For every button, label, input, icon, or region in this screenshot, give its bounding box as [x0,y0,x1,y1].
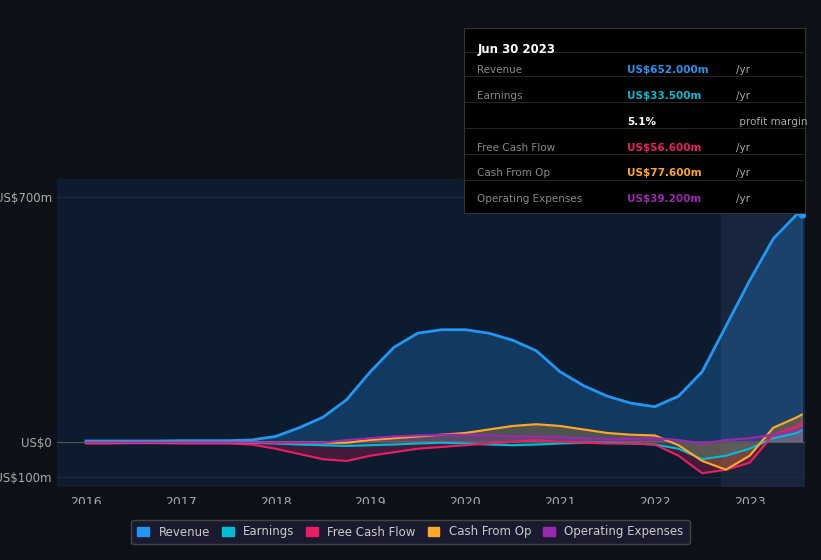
Text: Revenue: Revenue [478,65,523,75]
Text: profit margin: profit margin [736,116,808,127]
Text: Operating Expenses: Operating Expenses [478,194,583,204]
Text: /yr: /yr [736,91,750,101]
Text: /yr: /yr [736,143,750,152]
Text: Earnings: Earnings [478,91,523,101]
Bar [721,179,805,487]
Legend: Revenue, Earnings, Free Cash Flow, Cash From Op, Operating Expenses: Revenue, Earnings, Free Cash Flow, Cash … [131,520,690,544]
Text: US$652.000m: US$652.000m [627,65,709,75]
Text: US$56.600m: US$56.600m [627,143,702,152]
Text: Cash From Op: Cash From Op [478,169,551,179]
Text: /yr: /yr [736,194,750,204]
Text: /yr: /yr [736,65,750,75]
Text: US$77.600m: US$77.600m [627,169,702,179]
Text: /yr: /yr [736,169,750,179]
Text: US$33.500m: US$33.500m [627,91,702,101]
Text: Free Cash Flow: Free Cash Flow [478,143,556,152]
Text: US$39.200m: US$39.200m [627,194,702,204]
Text: Jun 30 2023: Jun 30 2023 [478,43,556,56]
Text: 5.1%: 5.1% [627,116,657,127]
